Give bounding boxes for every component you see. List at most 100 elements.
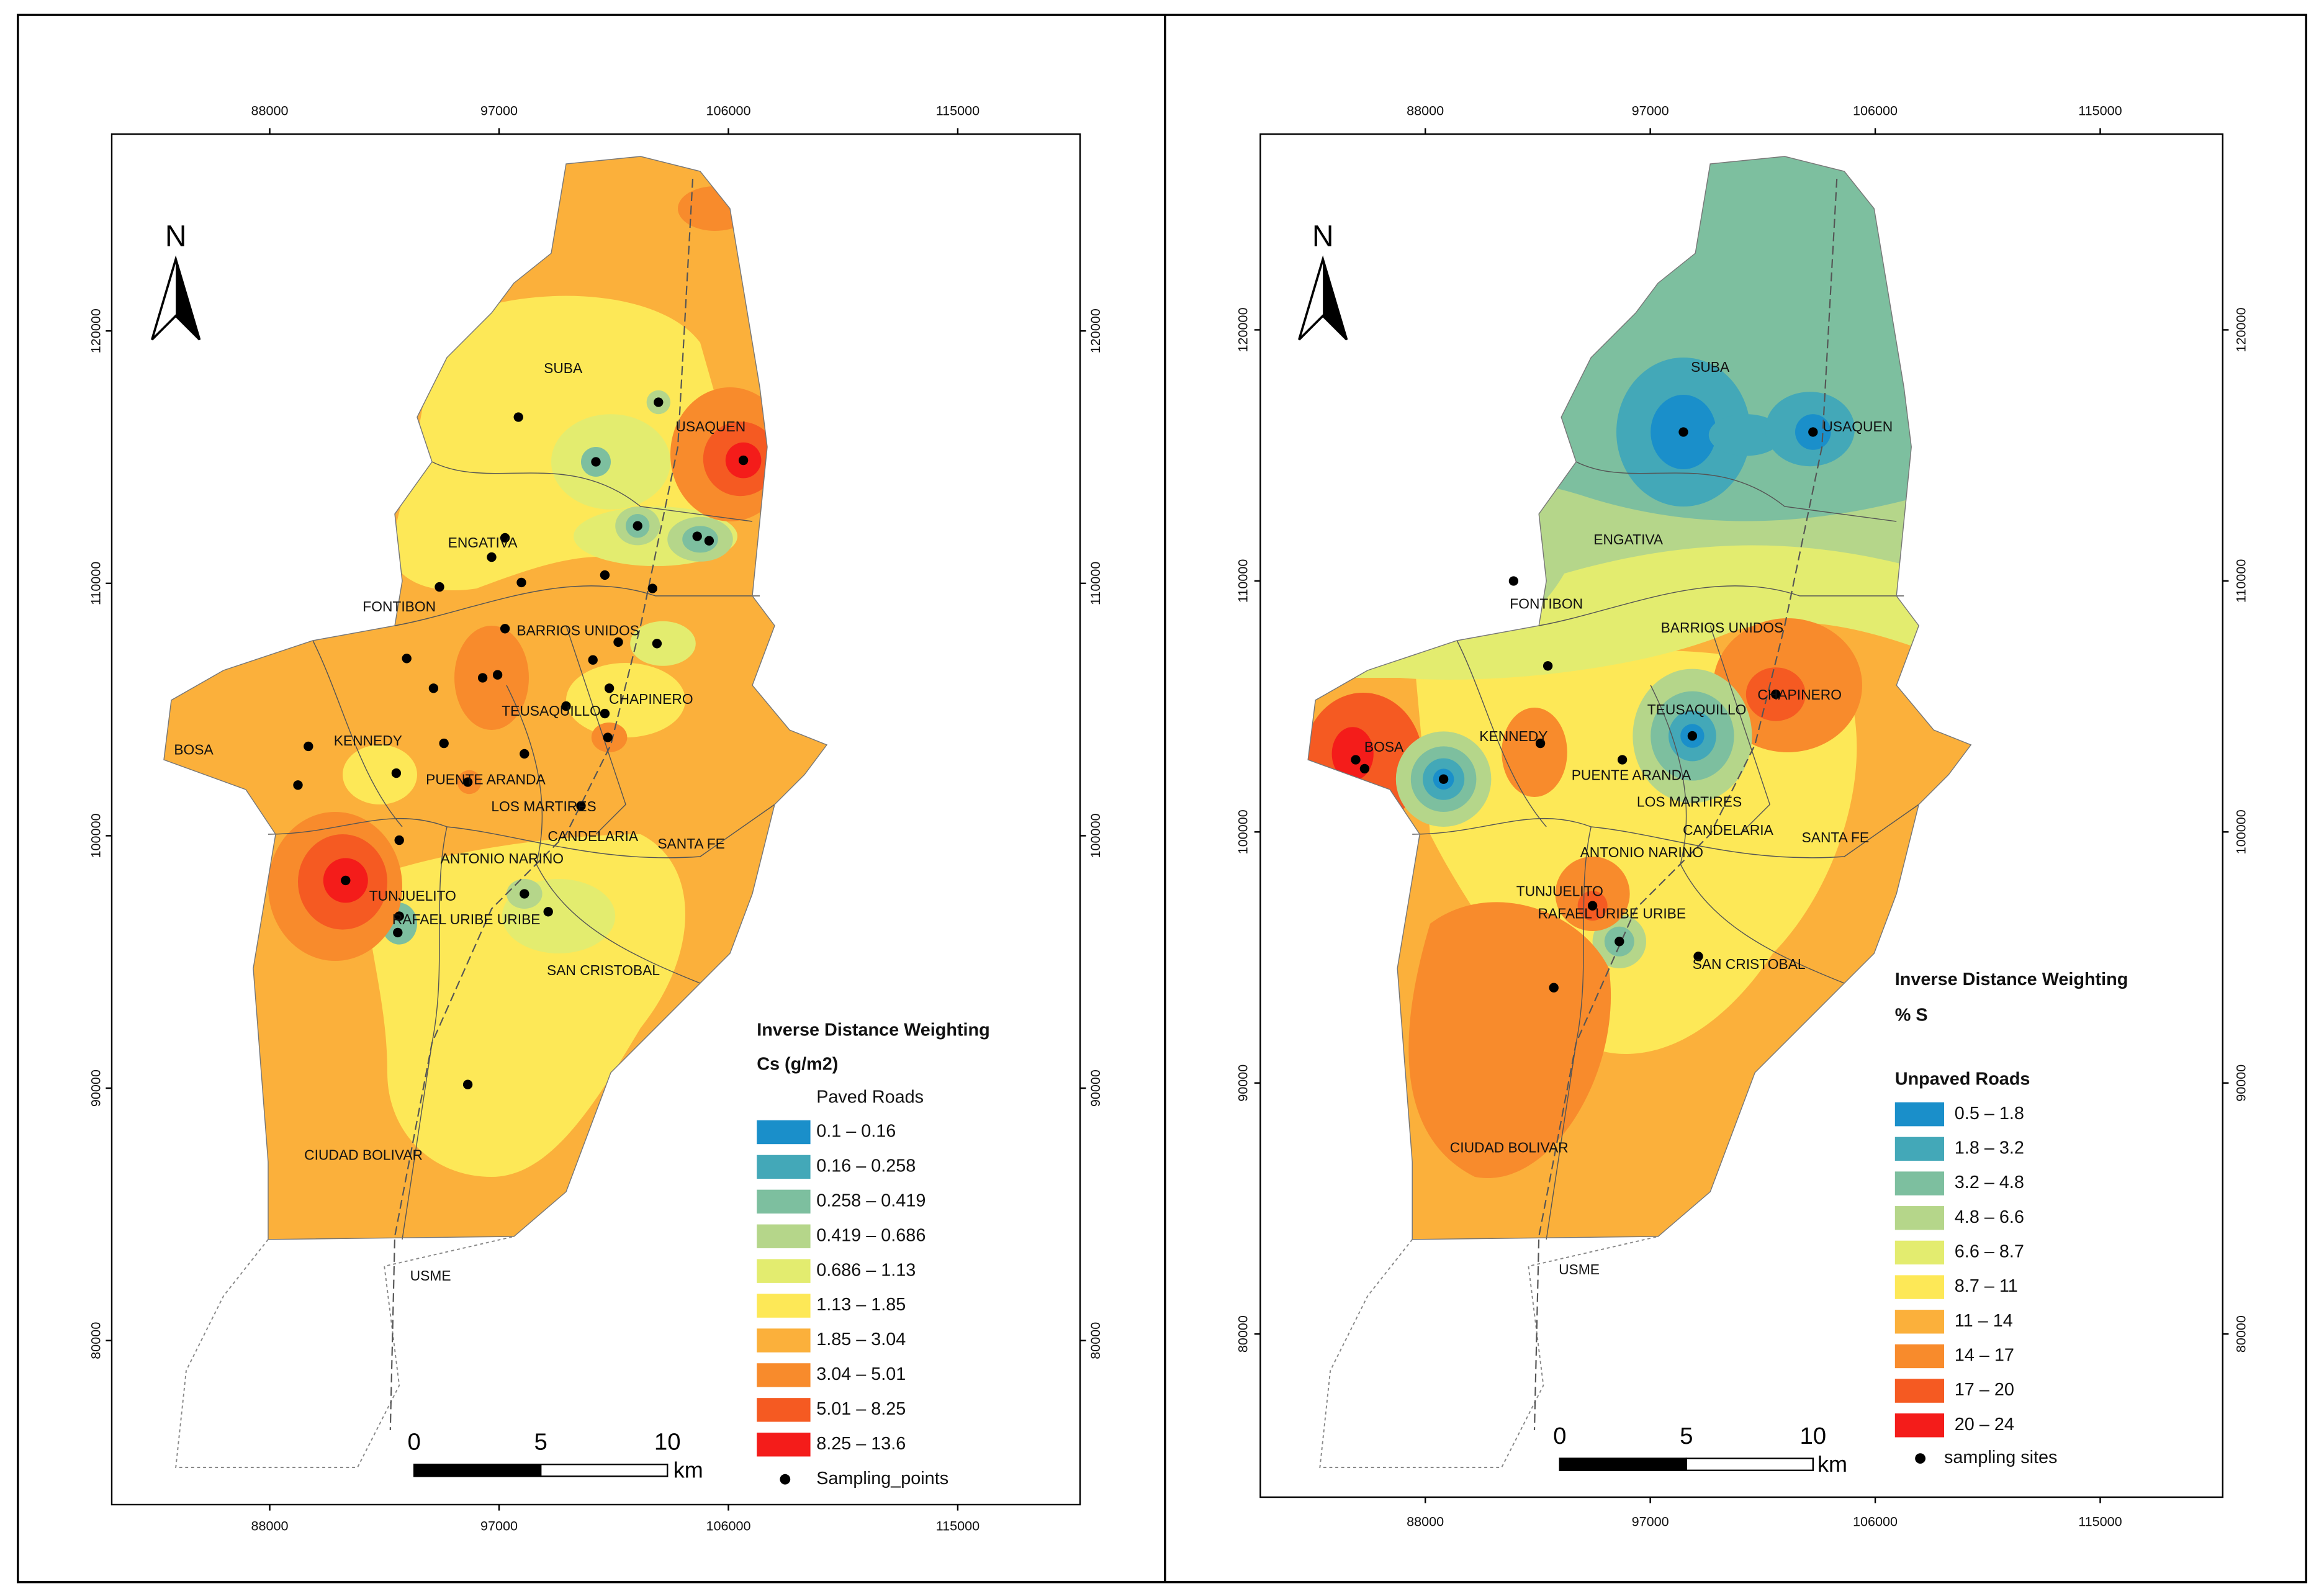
district-label: CHAPINERO [1757, 687, 1842, 703]
sampling-point [613, 637, 623, 647]
legend-swatch [1894, 1102, 1944, 1127]
sampling-point [576, 801, 586, 811]
x-tick-label: 106000 [1853, 103, 1898, 119]
legend-swatch [757, 1433, 811, 1457]
sampling-point [1617, 755, 1628, 765]
district-label: KENNEDY [1479, 728, 1547, 744]
sampling-point [402, 654, 412, 664]
y-tick-label: 100000 [1088, 813, 1103, 858]
sampling-point [1693, 952, 1703, 961]
scale-label: 10 [654, 1429, 681, 1456]
x-tick-label: 106000 [706, 1518, 750, 1534]
scale-segment [413, 1463, 542, 1477]
legend-label: 5.01 – 8.25 [816, 1399, 906, 1419]
y-tick-label: 80000 [2233, 1315, 2249, 1353]
district-label: SANTA FE [657, 835, 725, 852]
sampling-point [633, 521, 642, 531]
district-label: RAFAEL URIBE URIBE [1538, 906, 1687, 922]
district-label: LOS MARTIRES [491, 798, 596, 814]
sampling-point [516, 577, 526, 588]
sampling-point [520, 889, 529, 899]
sampling-point [654, 397, 664, 407]
legend-point [780, 1474, 791, 1485]
sampling-point [462, 777, 473, 787]
legend-swatch [1894, 1240, 1944, 1265]
district-boundary [1539, 585, 1904, 626]
district-label: RAFAEL URIBE URIBE [392, 911, 541, 927]
legend-swatch [757, 1398, 811, 1422]
district-label: TEUSAQUILLO [1647, 701, 1747, 718]
sampling-point [439, 738, 449, 749]
x-tick-label: 115000 [936, 1518, 980, 1534]
sampling-point [1543, 661, 1553, 671]
x-tick-label: 97000 [480, 1518, 518, 1534]
district-boundary [402, 826, 448, 1240]
x-tick-label: 97000 [480, 103, 518, 119]
y-tick-label: 90000 [88, 1069, 104, 1107]
sampling-point [487, 552, 497, 562]
legend-swatch [1894, 1413, 1944, 1438]
y-tick-label: 120000 [2233, 307, 2249, 352]
idw-surface [1308, 156, 1971, 1240]
x-tick-label: 97000 [1632, 103, 1669, 119]
district-label: ANTONIO NARINO [1580, 844, 1703, 860]
legend-label: 1.13 – 1.85 [816, 1295, 906, 1315]
sampling-point [652, 639, 662, 649]
sampling-point [588, 655, 598, 665]
sampling-point [561, 701, 571, 711]
y-tick-label: 110000 [1088, 562, 1103, 605]
district-label: CIUDAD BOLIVAR [304, 1146, 423, 1163]
sampling-point [647, 583, 657, 593]
legend-group: Paved Roads [816, 1087, 924, 1107]
district-label: USME [410, 1268, 451, 1284]
x-tick-label: 88000 [1407, 1514, 1444, 1529]
district-boundary [1456, 640, 1547, 827]
y-tick-label: 110000 [1235, 559, 1251, 603]
sampling-point [513, 412, 523, 422]
legend-group: Unpaved Roads [1895, 1069, 2030, 1089]
sampling-point [1687, 731, 1698, 741]
district-label: SUBA [544, 360, 583, 376]
district-label: PUENTE ARANDA [426, 772, 546, 788]
legend-label: 3.2 – 4.8 [1955, 1173, 2024, 1192]
sampling-point [394, 911, 404, 921]
city-outline [1307, 156, 1972, 1240]
legend-swatch [757, 1328, 811, 1353]
x-tick-label: 88000 [251, 103, 288, 119]
sampling-point [738, 455, 749, 466]
district-boundary [565, 625, 626, 835]
legend-label: 17 – 20 [1955, 1380, 2014, 1400]
district-label: BOSA [174, 742, 214, 758]
district-boundary [1575, 461, 1897, 522]
legend-swatch [1894, 1137, 1944, 1161]
sampling-point [1359, 763, 1370, 774]
main-road [1533, 178, 1838, 1431]
legend-point [1915, 1453, 1925, 1464]
sampling-point [591, 457, 601, 467]
city-outline [163, 156, 828, 1240]
sampling-point [492, 670, 503, 680]
sampling-point [428, 683, 439, 693]
sampling-point [393, 927, 403, 938]
sampling-point [1808, 427, 1818, 437]
sampling-point [394, 835, 404, 845]
sampling-point [1438, 774, 1449, 784]
x-tick-label: 106000 [706, 103, 750, 119]
sampling-point [341, 875, 351, 886]
sampling-point [1771, 689, 1781, 700]
y-tick-label: 100000 [88, 813, 104, 858]
surface-zone [630, 621, 696, 666]
district-label: PUENTE ARANDA [1572, 767, 1691, 783]
y-tick-label: 110000 [88, 562, 104, 605]
x-tick-label: 88000 [1407, 103, 1444, 119]
legend-swatch [1894, 1344, 1944, 1369]
legend-label: 0.686 – 1.13 [816, 1260, 916, 1280]
x-tick-label: 115000 [2078, 1514, 2122, 1529]
district-label: ENGATIVA [448, 534, 518, 551]
district-label: FONTIBON [363, 598, 436, 615]
district-label: TUNJUELITO [1516, 883, 1603, 899]
legend-points-label: Sampling_points [816, 1469, 948, 1488]
legend-label: 0.258 – 0.419 [816, 1191, 926, 1210]
map-panel: SUBA USAQUEN ENGATIVA FONTIBON BARRIOS UNIDO… [1235, 103, 2249, 1529]
legend-points-label: sampling sites [1944, 1448, 2057, 1467]
